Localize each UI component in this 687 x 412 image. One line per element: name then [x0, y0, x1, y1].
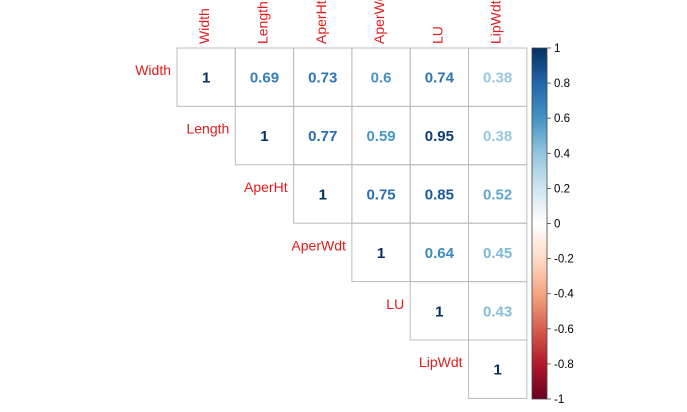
column-label: LipWdt: [488, 0, 504, 44]
cell-value-label: 0.64: [425, 245, 455, 262]
cell-value-label: 0.95: [425, 128, 454, 145]
grid-cell: [468, 339, 528, 399]
column-label: Length: [254, 1, 270, 44]
cell-value-label: 0.6: [371, 70, 392, 87]
cell-value-label: 1: [260, 128, 268, 145]
row-labels: Width Length AperHt AperWdt LU LipWdt: [135, 62, 462, 370]
colorbar-tick-label: 0.8: [554, 78, 570, 90]
grid-lines: [176, 47, 528, 399]
cell-value-label: 0.52: [483, 187, 512, 204]
cell-value-label: 0.59: [366, 128, 395, 145]
column-label: LU: [429, 26, 445, 44]
cell-value-label: 0.45: [483, 245, 512, 262]
cell-value-label: 0.38: [483, 70, 512, 87]
colorbar-tick-label: -1: [554, 394, 564, 406]
colorbar-tick-label: 0.2: [554, 183, 570, 195]
cell-value-label: 1: [435, 303, 443, 320]
colorbar-tick-label: -0.6: [554, 324, 574, 336]
value-labels: 1 0.69 0.73 0.6 0.74 0.38 1 0.77 0.59 0.95 0.38 1 0.…: [202, 70, 512, 379]
row-label: Width: [135, 62, 171, 78]
cell-value-label: 0.85: [425, 187, 454, 204]
row-label: LU: [386, 296, 404, 312]
colorbar-tick-label: 0.6: [554, 113, 570, 125]
cell-value-label: 1: [319, 187, 327, 204]
colorbar-tick-label: -0.2: [554, 254, 574, 266]
cell-value-label: 0.74: [425, 70, 455, 87]
colorbar-tick-label: 1: [554, 43, 560, 55]
column-label: AperWdt: [371, 0, 387, 44]
cell-value-label: 0.38: [483, 128, 512, 145]
cell-value-label: 1: [377, 245, 385, 262]
colorbar-tick-label: -0.4: [554, 289, 574, 301]
column-labels: Width Length AperHt AperWdt LU LipWdt: [196, 0, 504, 44]
colorbar-tick-label: 0.4: [554, 148, 571, 160]
cell-value-label: 0.75: [366, 187, 395, 204]
row-label: AperHt: [244, 179, 288, 195]
cell-value-label: 0.73: [308, 70, 337, 87]
colorbar-tick-label: -0.8: [554, 359, 574, 371]
row-label: Length: [186, 121, 229, 137]
colorbar-tick-label: 0: [554, 219, 560, 231]
row-label: AperWdt: [291, 237, 346, 253]
cell-value-label: 1: [493, 362, 501, 379]
column-label: AperHt: [313, 0, 329, 44]
colorbar-gradient: [532, 48, 547, 399]
row-label: LipWdt: [419, 354, 463, 370]
cell-value-label: 0.69: [250, 70, 279, 87]
colorbar: 1 0.8 0.6 0.4 0.2 0 -0.2 -0.4 -0.6 -0.8 -1: [531, 43, 574, 406]
cell-value-label: 0.77: [308, 128, 337, 145]
column-label: Width: [196, 8, 212, 44]
cell-value-label: 1: [202, 70, 210, 87]
cell-value-label: 0.43: [483, 303, 512, 320]
